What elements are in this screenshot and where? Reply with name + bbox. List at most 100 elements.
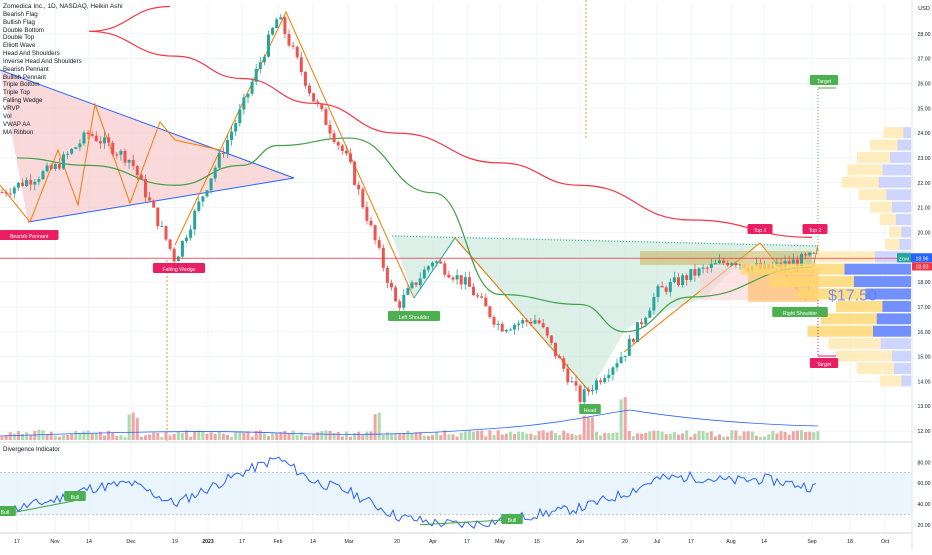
volume-bar xyxy=(783,431,787,440)
volume-bar xyxy=(115,435,119,440)
volume-bar xyxy=(644,433,648,440)
candle-body xyxy=(570,381,574,383)
volume-bar xyxy=(476,430,480,440)
candle-body xyxy=(312,93,316,102)
target-up-label: Target xyxy=(809,75,839,85)
volume-bar xyxy=(295,434,299,440)
volume-bar xyxy=(414,432,418,440)
bull-label-bg xyxy=(64,491,86,501)
profile-bar-sell xyxy=(769,276,855,288)
candle-body xyxy=(205,190,209,197)
volume-bar xyxy=(344,431,348,440)
candle-body xyxy=(627,339,631,356)
candle-body xyxy=(283,17,287,34)
candle-body xyxy=(197,201,201,211)
candle-body xyxy=(558,356,562,359)
profile-bar-buy xyxy=(865,288,911,300)
volume-bar xyxy=(213,433,217,440)
volume-bar xyxy=(353,432,357,440)
x-tick-label: 17 xyxy=(14,539,20,545)
volume-bar xyxy=(804,432,808,440)
volume-bar xyxy=(160,436,164,440)
candle-body xyxy=(439,261,443,264)
candle-body xyxy=(111,142,115,155)
volume-bar xyxy=(508,431,512,440)
volume-bar xyxy=(103,435,106,440)
profile-bar-sell xyxy=(828,338,882,350)
profile-bar-sell xyxy=(883,127,905,139)
candle-body xyxy=(689,269,693,280)
candle-body xyxy=(394,287,398,302)
bull-label-bg xyxy=(0,506,16,516)
candle-body xyxy=(640,322,644,325)
volume-bar xyxy=(299,432,303,440)
volume-bar xyxy=(484,436,488,440)
candle-body xyxy=(180,240,184,257)
volume-bar xyxy=(599,435,603,440)
volume-bar xyxy=(451,434,455,440)
volume-bar xyxy=(70,434,74,440)
candle-body xyxy=(398,301,402,308)
volume-bar xyxy=(49,431,53,440)
indicator-item: Bearish Flag xyxy=(3,10,38,18)
x-tick-label: 20 xyxy=(394,539,400,545)
candle-body xyxy=(504,329,508,332)
profile-bar-buy xyxy=(886,189,911,201)
volume-bar xyxy=(562,430,566,440)
candle-body xyxy=(467,277,471,287)
indicator-list: Bearish Flag Bullish Flag Double Bottom Dou… xyxy=(3,11,123,137)
volume-bar xyxy=(168,435,172,440)
volume-bar xyxy=(558,435,562,440)
volume-bar xyxy=(664,434,668,440)
osc-y-tick-label: 40.00 xyxy=(918,502,931,508)
volume-bar xyxy=(238,431,242,440)
volume-bar xyxy=(660,431,664,440)
volume-bar xyxy=(197,430,201,440)
volume-bar xyxy=(62,435,65,440)
volume-bar xyxy=(697,430,701,440)
profile-bar-buy xyxy=(854,276,911,288)
profile-bar-buy xyxy=(901,226,911,238)
candles xyxy=(0,14,820,408)
volume-bar xyxy=(754,436,758,440)
volume-bar xyxy=(185,430,188,440)
candle-body xyxy=(554,342,557,357)
candle-body xyxy=(541,323,545,328)
falling-wedge-label-bg xyxy=(152,263,206,273)
candle-body xyxy=(353,161,357,185)
profile-bar-sell xyxy=(885,238,901,250)
candle-body xyxy=(4,192,8,194)
profile-bar-sell xyxy=(879,375,903,387)
candle-body xyxy=(324,109,328,125)
candle-body xyxy=(500,323,504,332)
volume-bar xyxy=(459,432,463,440)
candle-body xyxy=(66,153,70,155)
candle-body xyxy=(234,123,238,132)
candle-body xyxy=(537,320,541,324)
volume-bar xyxy=(812,432,816,440)
x-tick-label: Dec xyxy=(126,539,136,545)
last-price-label: 18.96 xyxy=(916,256,929,262)
candle-body xyxy=(800,253,803,267)
volume-bar xyxy=(619,399,623,440)
candle-body xyxy=(586,389,590,392)
candle-body xyxy=(279,17,283,20)
falling-wedge-label: Falling Wedge xyxy=(152,263,206,273)
right-shoulder-label-text: Right Shoulder xyxy=(783,311,818,317)
candle-body xyxy=(328,124,332,134)
left-shoulder-label-bg xyxy=(387,311,441,321)
indicator-item: Inverse Head And Shoulders xyxy=(3,57,82,65)
candle-body xyxy=(385,267,389,283)
bearish-pennant-pattern xyxy=(0,69,295,223)
candle-body xyxy=(21,182,24,187)
x-tick-label: Mar xyxy=(345,539,354,545)
neckline xyxy=(391,235,819,247)
candle-body xyxy=(267,34,270,57)
volume-bar xyxy=(554,433,557,440)
indicator-item: Double Bottom xyxy=(3,26,44,34)
candle-body xyxy=(250,81,254,94)
candle-body xyxy=(443,263,447,275)
candle-body xyxy=(144,178,147,198)
volume-bar xyxy=(439,435,443,440)
pennant-fill xyxy=(0,70,294,222)
